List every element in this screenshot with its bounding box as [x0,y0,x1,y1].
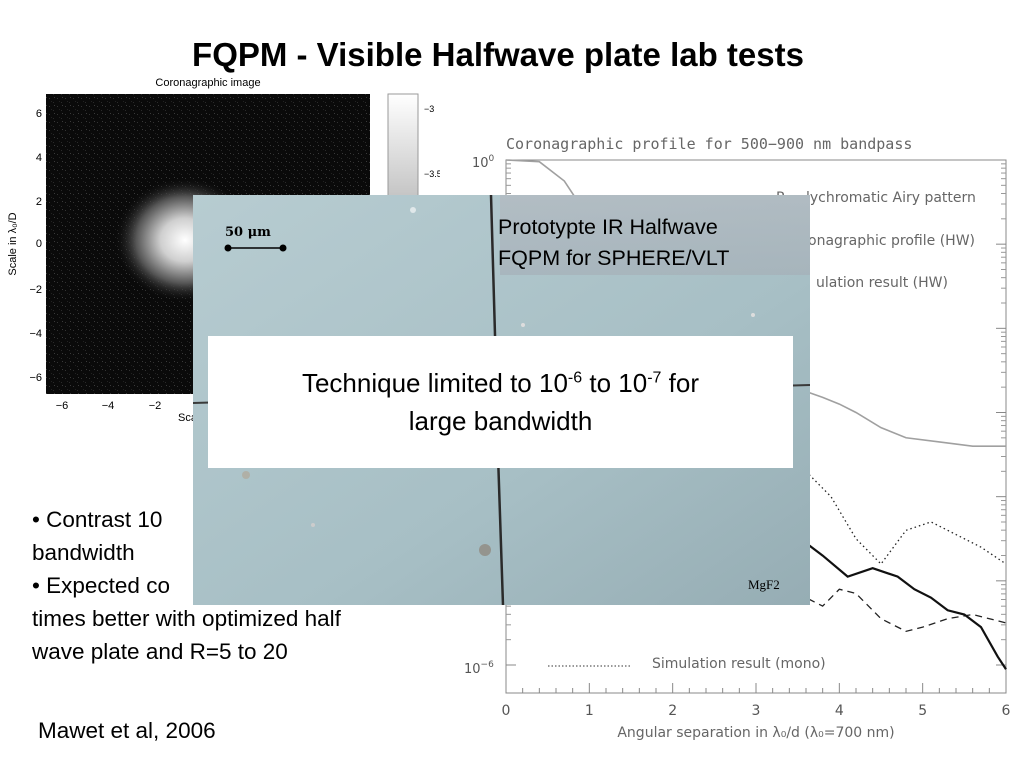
series-line-simulation-result-hw- [805,470,1007,565]
citation: Mawet et al, 2006 [38,718,216,743]
prototype-label-line: FQPM for SPHERE/VLT [498,246,730,270]
coronagraphic-image-title: Coronagraphic image [155,77,260,89]
x-axis-label: Sca [178,412,198,424]
callout-exponent: -6 [567,369,583,387]
y-tick-label: 100 [472,154,495,171]
callout-exponent: -7 [647,369,662,387]
y-tick: 0 [36,238,42,250]
legend-item: ulation result (HW) [816,275,948,291]
bullet-line: wave plate and R=5 to 20 [32,639,288,664]
x-tick-label: 4 [835,703,844,719]
bullet-line: • Contrast 10 [32,507,163,532]
callout-text: Technique limited to 10 [301,368,568,398]
x-axis-label: Angular separation in λ₀/d (λ₀=700 nm) [617,725,894,741]
series-line-coronagraphic-profile-hw- [805,390,1006,447]
x-tick-label: 6 [1002,703,1011,719]
scale-bar [224,244,287,252]
callout-text: for [661,368,700,398]
x-tick-label: 1 [585,703,594,719]
y-tick: −4 [29,328,42,340]
legend: P lychromatic Airy pattern onagraphic pr… [652,190,976,672]
x-tick-label: 3 [752,703,761,719]
x-tick: −2 [149,400,162,412]
legend-item: lychromatic Airy pattern [806,190,976,206]
slide-title: FQPM - Visible Halfwave plate lab tests [192,36,804,73]
y-axis-label: Scale in λ₀/D [7,212,19,275]
x-tick-label: 0 [502,703,511,719]
callout-text: to 10 [582,368,648,398]
series-line-coronagraphic-measurement [805,542,1007,670]
x-tick: −6 [56,400,69,412]
x-tick: −4 [102,400,115,412]
bullet-line: times better with optimized half [32,606,341,631]
x-tick-label: 2 [668,703,677,719]
chart-title: Coronagraphic profile for 500−900 nm ban… [506,135,912,153]
scale-bar-label: 50 μm [225,225,271,240]
y-tick: 4 [36,152,42,164]
material-label: MgF2 [748,577,780,592]
legend-item: onagraphic profile (HW) [808,233,975,249]
y-tick: −2 [29,284,42,296]
bullet-line: • Expected co [32,573,170,598]
bullet-list: • Contrast 10 bandwidth • Expected co ti… [32,503,442,668]
coronagraphic-profile-chart: Coronagraphic profile for 500−900 nm ban… [464,135,1011,741]
callout-text: large bandwidth [408,406,593,436]
x-tick-label: 5 [918,703,927,719]
y-tick: 6 [36,108,42,120]
legend-item: Simulation result (mono) [652,656,826,672]
prototype-label: Prototypte IR Halfwave FQPM for SPHERE/V… [498,212,810,274]
colorbar-tick: −3.5 [424,169,440,179]
limitation-callout: Technique limited to 10-6 to 10-7 for la… [208,336,793,468]
prototype-label-line: Prototypte IR Halfwave [498,215,718,239]
y-tick-label: 10−6 [464,660,494,677]
colorbar-tick: −3 [424,104,434,114]
y-tick: −6 [29,372,42,384]
bullet-line: bandwidth [32,540,135,565]
y-tick: 2 [36,196,42,208]
series-line-simulation-result-mono- [797,588,1007,633]
